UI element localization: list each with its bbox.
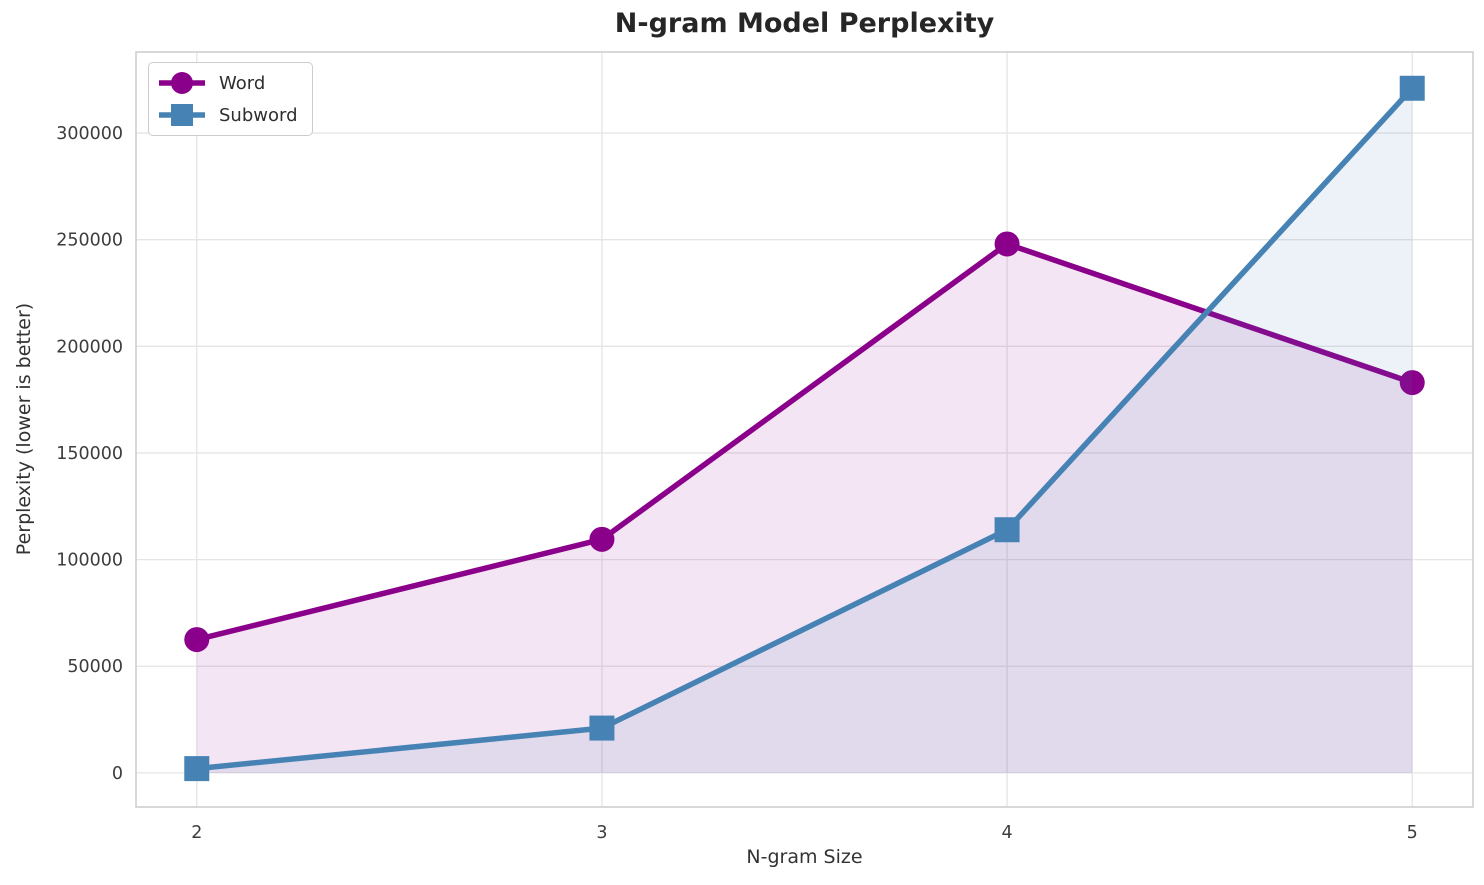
subword-series-area — [196, 88, 1413, 773]
legend-label-word: Word — [219, 72, 266, 94]
x-tick-label: 2 — [191, 823, 202, 843]
chart-title: N-gram Model Perplexity — [614, 8, 995, 39]
legend-item-word: Word — [157, 68, 298, 98]
x-tick-label: 5 — [1407, 823, 1418, 843]
x-tick-label: 3 — [596, 823, 607, 843]
y-tick-label: 250000 — [56, 231, 123, 251]
subword-data-point-marker — [184, 756, 210, 782]
axes-spines — [135, 51, 1474, 808]
legend-label-subword: Subword — [219, 104, 298, 126]
x-tick-label: 4 — [1002, 823, 1013, 843]
x-axis-label: N-gram Size — [746, 846, 863, 868]
word-data-point-marker — [589, 526, 615, 552]
subword-data-point-marker — [1399, 75, 1425, 101]
subword-series-line — [194, 85, 1415, 772]
y-axis-label: Perplexity (lower is better) — [13, 302, 35, 556]
word-legend-marker-icon — [159, 72, 205, 94]
word-data-point-marker — [1399, 370, 1425, 396]
subword-legend-marker-icon — [159, 104, 205, 126]
y-tick-label: 50000 — [67, 657, 123, 677]
word-data-point-marker — [184, 627, 210, 653]
y-tick-label: 0 — [112, 764, 123, 784]
word-series-line — [194, 241, 1415, 643]
legend-item-subword: Subword — [157, 100, 298, 130]
word-data-point-marker — [994, 231, 1020, 257]
subword-data-point-marker — [994, 517, 1020, 543]
y-tick-label: 300000 — [56, 124, 123, 144]
word-series-area — [196, 243, 1413, 773]
subword-data-point-marker — [589, 715, 615, 741]
y-tick-label: 200000 — [56, 337, 123, 357]
legend: Word Subword — [148, 62, 313, 136]
y-tick-label: 150000 — [56, 444, 123, 464]
y-tick-label: 100000 — [56, 551, 123, 571]
